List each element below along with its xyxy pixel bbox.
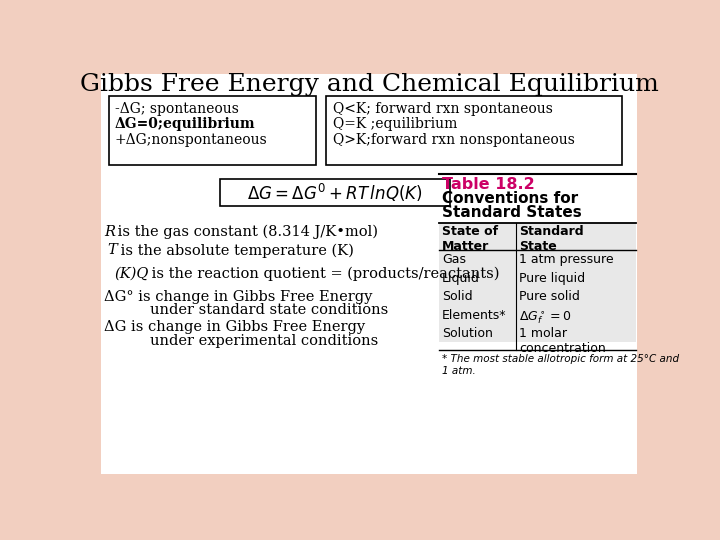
Text: Gas: Gas [442,253,466,266]
FancyBboxPatch shape [325,96,621,165]
Text: Q>K;forward rxn nonspontaneous: Q>K;forward rxn nonspontaneous [333,132,575,146]
Text: +ΔG;nonspontaneous: +ΔG;nonspontaneous [114,132,268,146]
Text: is the reaction quotient = (products/reactants): is the reaction quotient = (products/rea… [148,267,500,281]
Text: Standard States: Standard States [442,205,582,220]
Text: * The most stable allotropic form at 25°C and
1 atm.: * The most stable allotropic form at 25°… [442,354,679,376]
Text: under experimental conditions: under experimental conditions [150,334,379,348]
Text: Elements*: Elements* [442,309,506,322]
FancyBboxPatch shape [101,74,637,475]
Text: 1 molar
concentration: 1 molar concentration [519,327,606,355]
Text: Q<K; forward rxn spontaneous: Q<K; forward rxn spontaneous [333,102,553,116]
Text: is the absolute temperature (K): is the absolute temperature (K) [116,244,354,258]
Text: -ΔG; spontaneous: -ΔG; spontaneous [114,102,238,116]
Text: ΔG is change in Gibbs Free Energy: ΔG is change in Gibbs Free Energy [104,320,365,334]
FancyBboxPatch shape [438,224,636,342]
Text: Pure solid: Pure solid [519,291,580,303]
Text: Table 18.2: Table 18.2 [442,177,534,192]
Text: Q=K ;equilibrium: Q=K ;equilibrium [333,117,458,131]
Text: Liquid: Liquid [442,272,480,285]
Text: 1 atm pressure: 1 atm pressure [519,253,614,266]
Text: Solid: Solid [442,291,472,303]
Text: ΔG=0;equilibrium: ΔG=0;equilibrium [114,117,256,131]
Text: is the gas constant (8.314 J/K•mol): is the gas constant (8.314 J/K•mol) [113,225,378,239]
Text: Conventions for: Conventions for [442,191,578,206]
FancyBboxPatch shape [220,179,449,206]
Text: $\Delta G = \Delta G^0 + RT\,\mathit{ln}Q(K)$: $\Delta G = \Delta G^0 + RT\,\mathit{ln}… [247,181,423,204]
Text: Gibbs Free Energy and Chemical Equilibrium: Gibbs Free Energy and Chemical Equilibri… [80,72,658,96]
Text: R: R [104,225,115,239]
Text: State of
Matter: State of Matter [442,225,498,253]
Text: Standard
State: Standard State [519,225,584,253]
FancyBboxPatch shape [109,96,316,165]
Text: ΔG° is change in Gibbs Free Energy: ΔG° is change in Gibbs Free Energy [104,289,372,303]
Text: Solution: Solution [442,327,492,340]
Text: T: T [107,244,117,258]
Text: $\Delta G_f^\circ = 0$: $\Delta G_f^\circ = 0$ [519,309,572,326]
Text: Pure liquid: Pure liquid [519,272,585,285]
Text: under standard state conditions: under standard state conditions [150,303,389,318]
Text: (K)Q: (K)Q [114,267,149,281]
